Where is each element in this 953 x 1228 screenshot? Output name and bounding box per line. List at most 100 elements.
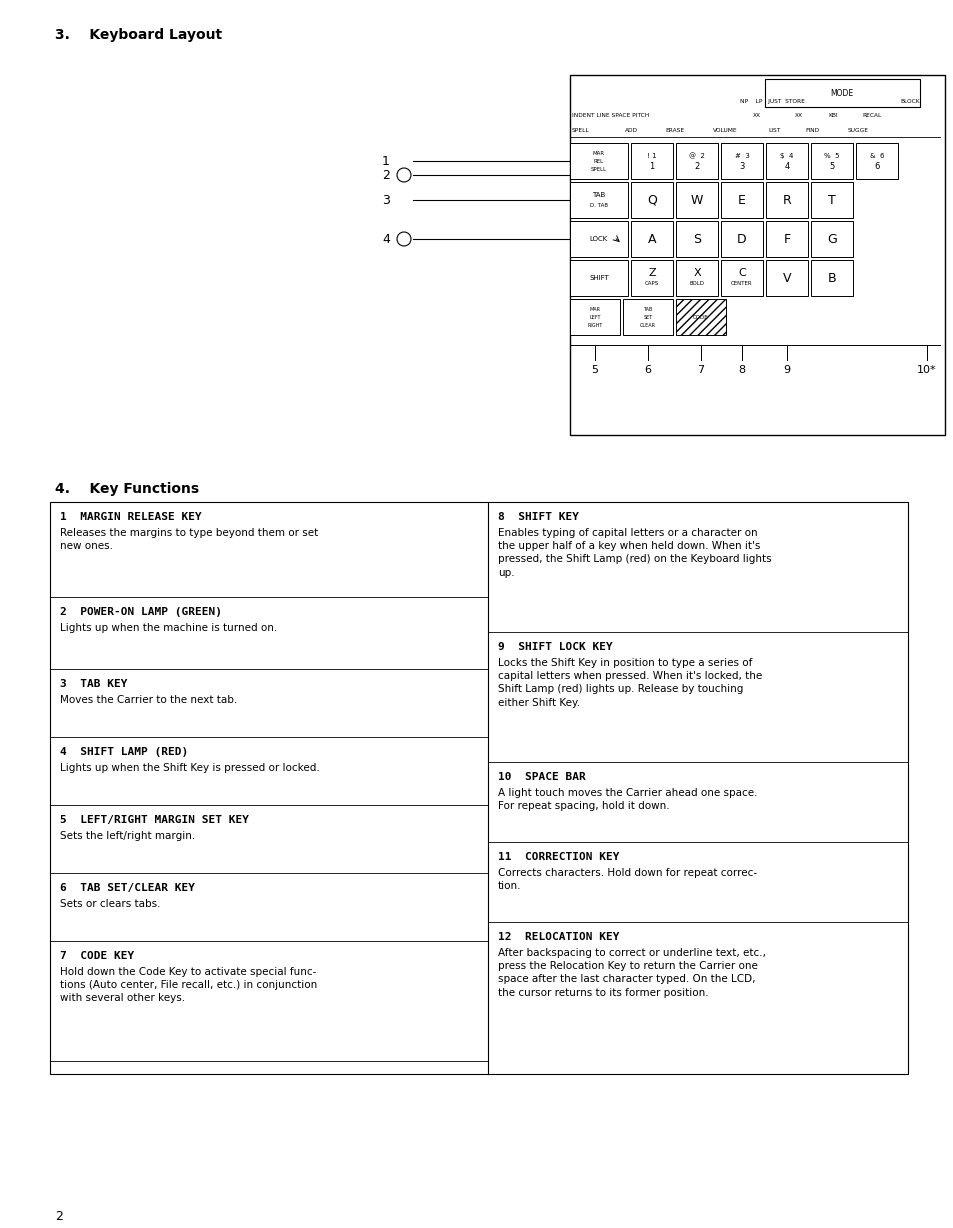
Text: 6: 6 — [873, 162, 879, 171]
Text: INDENT LINE SPACE PITCH: INDENT LINE SPACE PITCH — [572, 113, 649, 118]
Bar — [676, 182, 718, 219]
Text: 5: 5 — [591, 365, 598, 375]
Text: 3.    Keyboard Layout: 3. Keyboard Layout — [55, 28, 222, 42]
Bar — [855, 142, 897, 179]
Text: MAR: MAR — [593, 151, 604, 156]
Text: RECAL: RECAL — [862, 113, 881, 118]
Text: $  4: $ 4 — [780, 154, 793, 158]
Bar — [765, 260, 807, 296]
Text: MAR: MAR — [589, 307, 599, 312]
Text: Enables typing of capital letters or a character on
the upper half of a key when: Enables typing of capital letters or a c… — [497, 528, 771, 577]
Text: 9: 9 — [782, 365, 790, 375]
Text: 12  RELOCATION KEY: 12 RELOCATION KEY — [497, 932, 618, 942]
Text: LOCK: LOCK — [589, 236, 607, 242]
Text: 7  CODE KEY: 7 CODE KEY — [60, 950, 134, 962]
Bar — [765, 182, 807, 219]
Text: SPELL: SPELL — [590, 167, 606, 172]
Bar — [676, 221, 718, 257]
Text: X: X — [693, 268, 700, 278]
Text: CLEAR: CLEAR — [639, 323, 656, 328]
Text: 6  TAB SET/CLEAR KEY: 6 TAB SET/CLEAR KEY — [60, 883, 194, 893]
Text: B: B — [827, 271, 836, 285]
Bar — [630, 142, 672, 179]
Bar — [810, 182, 852, 219]
Text: R: R — [781, 194, 791, 206]
Text: CENTER: CENTER — [730, 280, 752, 285]
Bar — [720, 260, 762, 296]
Text: 1  MARGIN RELEASE KEY: 1 MARGIN RELEASE KEY — [60, 512, 201, 522]
Text: SPELL: SPELL — [572, 128, 589, 133]
Bar — [676, 142, 718, 179]
Text: E: E — [738, 194, 745, 206]
Bar — [810, 221, 852, 257]
Text: T: T — [827, 194, 835, 206]
Text: TAB: TAB — [592, 192, 605, 198]
Text: RIGHT: RIGHT — [587, 323, 602, 328]
Text: V: V — [781, 271, 790, 285]
Text: SUGGE: SUGGE — [847, 128, 868, 133]
Text: MODE: MODE — [829, 88, 853, 97]
Text: A light touch moves the Carrier ahead one space.
For repeat spacing, hold it dow: A light touch moves the Carrier ahead on… — [497, 788, 757, 812]
Text: 10  SPACE BAR: 10 SPACE BAR — [497, 772, 585, 782]
Text: D: D — [737, 232, 746, 246]
Text: 10*: 10* — [916, 365, 936, 375]
Text: 7: 7 — [697, 365, 704, 375]
Text: @  2: @ 2 — [688, 152, 704, 160]
Text: 9  SHIFT LOCK KEY: 9 SHIFT LOCK KEY — [497, 642, 612, 652]
Text: Locks the Shift Key in position to type a series of
capital letters when pressed: Locks the Shift Key in position to type … — [497, 658, 761, 707]
Text: Sets the left/right margin.: Sets the left/right margin. — [60, 831, 195, 841]
Text: G: G — [826, 232, 836, 246]
Text: Z: Z — [647, 268, 655, 278]
Text: 2: 2 — [694, 162, 699, 171]
Text: 2: 2 — [382, 168, 390, 182]
Text: 6: 6 — [644, 365, 651, 375]
Text: 4: 4 — [382, 232, 390, 246]
Text: BOLD: BOLD — [689, 280, 703, 285]
Text: KBI: KBI — [827, 113, 837, 118]
Bar — [630, 221, 672, 257]
Text: Corrects characters. Hold down for repeat correc-
tion.: Corrects characters. Hold down for repea… — [497, 868, 757, 892]
Text: TAB: TAB — [642, 307, 652, 312]
Text: 5: 5 — [828, 162, 834, 171]
Bar — [810, 142, 852, 179]
Text: XX: XX — [752, 113, 760, 118]
Bar — [676, 298, 725, 335]
Text: Q: Q — [646, 194, 657, 206]
Text: SET: SET — [642, 314, 652, 319]
Text: NP    LP   JUST  STORE: NP LP JUST STORE — [740, 98, 804, 103]
Bar — [569, 298, 619, 335]
Text: CODE: CODE — [693, 314, 708, 319]
Text: XX: XX — [794, 113, 802, 118]
Text: C: C — [738, 268, 745, 278]
Text: CAPS: CAPS — [644, 280, 659, 285]
Text: 4: 4 — [783, 162, 789, 171]
Text: ! 1: ! 1 — [646, 154, 656, 158]
Text: 8: 8 — [738, 365, 745, 375]
Text: 3: 3 — [739, 162, 744, 171]
Text: LEFT: LEFT — [589, 314, 600, 319]
Text: ADD: ADD — [624, 128, 638, 133]
Text: Sets or clears tabs.: Sets or clears tabs. — [60, 899, 160, 909]
Bar — [720, 142, 762, 179]
Text: 3: 3 — [382, 194, 390, 206]
Text: D. TAB: D. TAB — [589, 203, 607, 208]
Text: Hold down the Code Key to activate special func-
tions (Auto center, File recall: Hold down the Code Key to activate speci… — [60, 966, 317, 1003]
Text: Lights up when the machine is turned on.: Lights up when the machine is turned on. — [60, 623, 277, 632]
Text: Moves the Carrier to the next tab.: Moves the Carrier to the next tab. — [60, 695, 237, 705]
Text: SHIFT: SHIFT — [589, 275, 608, 281]
Text: 5  LEFT/RIGHT MARGIN SET KEY: 5 LEFT/RIGHT MARGIN SET KEY — [60, 815, 249, 825]
Text: REL: REL — [594, 158, 603, 163]
Text: W: W — [690, 194, 702, 206]
Text: Lights up when the Shift Key is pressed or locked.: Lights up when the Shift Key is pressed … — [60, 763, 319, 772]
Bar — [622, 298, 672, 335]
Text: 11  CORRECTION KEY: 11 CORRECTION KEY — [497, 852, 618, 862]
Text: ERASE: ERASE — [664, 128, 683, 133]
Text: Releases the margins to type beyond them or set
new ones.: Releases the margins to type beyond them… — [60, 528, 318, 551]
Text: %  5: % 5 — [823, 154, 839, 158]
Text: A: A — [647, 232, 656, 246]
Bar — [720, 221, 762, 257]
Bar — [50, 502, 907, 1074]
Text: BLOCK: BLOCK — [899, 98, 919, 103]
Text: After backspacing to correct or underline text, etc.,
press the Relocation Key t: After backspacing to correct or underlin… — [497, 948, 765, 997]
Bar — [569, 221, 627, 257]
